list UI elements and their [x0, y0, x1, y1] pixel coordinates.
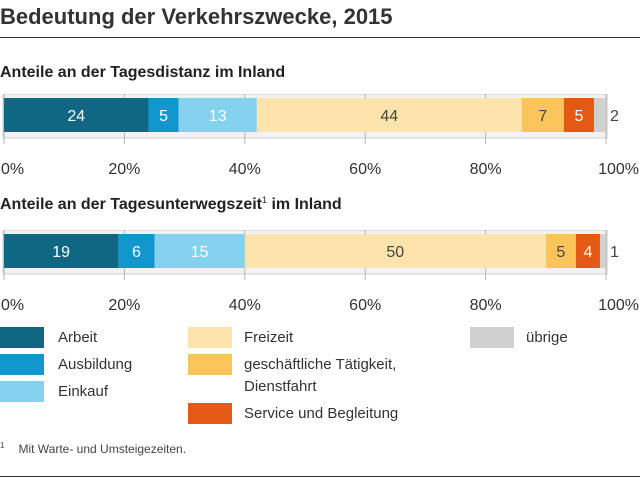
chart2-bar-uebrige: [599, 234, 606, 268]
chart2-label-einkauf: 15: [191, 244, 209, 261]
chart1-label-service-und-begleitung: 5: [574, 108, 583, 125]
chart1-distance: 24 5 13 44 7 5 20% 20% 40% 60% 80% 100%: [1, 94, 639, 178]
legend-swatch-ausbildung: [0, 354, 44, 375]
chart2-label-arbeit: 19: [52, 244, 70, 261]
chart1-bar-geschaeftliche-taetigkeit-dienstfahrt: [521, 98, 564, 132]
chart1-bar-arbeit: [4, 98, 149, 132]
chart1-label-arbeit: 24: [67, 108, 85, 125]
chart2-subtitle: Anteile an der Tagesunterwegszeit1 im In…: [0, 195, 342, 214]
legend-label-freizeit: Freizeit: [244, 329, 294, 346]
chart2-bar-freizeit: [244, 234, 546, 268]
chart2-tick-label: 20%: [108, 297, 140, 314]
chart2-bar-einkauf: [154, 234, 245, 268]
chart1-tick-label: 40%: [229, 161, 261, 178]
legend-label-service: Service und Begleitung: [244, 405, 399, 422]
chart1-tick-label: 100%: [598, 161, 639, 178]
legend-swatch-service: [188, 403, 232, 424]
bottom-rule: [0, 476, 640, 477]
chart2-label-ausbildung: 6: [132, 244, 141, 261]
chart1-label-uebrige: 2: [610, 108, 619, 125]
chart2-tick-label: 40%: [229, 297, 261, 314]
chart1-label-einkauf: 13: [209, 108, 227, 125]
chart1-bar-uebrige: [593, 98, 606, 132]
chart2-subtitle-tail: im Inland: [267, 196, 342, 213]
chart2-label-geschaeftliche-taetigkeit-dienstfahrt: 5: [556, 244, 565, 261]
footnote: 1 Mit Warte- und Umsteigezeiten.: [0, 441, 187, 456]
chart2-travel-time: 19 6 15 50 5 4 1 0% 20% 40% 60% 80% 100%: [1, 230, 639, 314]
legend-label-geschaeftlich-2: Dienstfahrt: [244, 378, 317, 395]
chart1-bar-service-und-begleitung: [563, 98, 594, 132]
chart2-tick-label: 100%: [598, 297, 639, 314]
chart1-bar-einkauf: [178, 98, 257, 132]
chart2-subtitle-main: Anteile an der Tagesunterwegszeit: [0, 196, 262, 213]
legend-swatch-arbeit: [0, 327, 44, 348]
chart1-tick-label: 60%: [349, 161, 381, 178]
legend-swatch-einkauf: [0, 381, 44, 402]
chart1-subtitle: Anteile an der Tagesdistanz im Inland: [0, 64, 286, 81]
chart1-tick-label: 20%: [108, 161, 140, 178]
legend-label-ausbildung: Ausbildung: [58, 356, 133, 373]
chart2-subtitle-footnote-mark: 1: [262, 195, 268, 205]
chart2-bar-arbeit: [4, 234, 119, 268]
chart2-bar-service-und-begleitung: [575, 234, 600, 268]
legend-swatch-uebrige: [470, 327, 514, 348]
chart1-tick-label: 80%: [470, 161, 502, 178]
chart2-tick-label: 0%: [1, 297, 24, 314]
chart2-label-freizeit: 50: [386, 244, 404, 261]
chart1-label-geschaeftliche-taetigkeit-dienstfahrt: 7: [538, 108, 547, 125]
chart2-label-service-und-begleitung: 4: [583, 244, 592, 261]
chart1-label-freizeit: 44: [380, 108, 398, 125]
chart1-tick-label: 0%: [1, 161, 24, 178]
chart2-label-uebrige: 1: [610, 244, 619, 261]
chart1-bar-ausbildung: [148, 98, 179, 132]
legend-label-uebrige: übrige: [526, 329, 568, 346]
footnote-text: Mit Warte- und Umsteigezeiten.: [18, 442, 187, 456]
page-title: Bedeutung der Verkehrszwecke, 2015: [0, 4, 393, 29]
legend-label-arbeit: Arbeit: [58, 329, 98, 346]
chart2-tick-label: 80%: [470, 297, 502, 314]
legend: Arbeit Ausbildung Einkauf Freizeit gesch…: [0, 322, 640, 432]
chart2-bar-ausbildung: [118, 234, 155, 268]
top-rule: [0, 37, 640, 38]
legend-swatch-geschaeftlich: [188, 354, 232, 375]
chart1-label-ausbildung: 5: [159, 108, 168, 125]
chart1-bar-freizeit: [256, 98, 522, 132]
legend-swatch-freizeit: [188, 327, 232, 348]
chart2-tick-label: 60%: [349, 297, 381, 314]
footnote-mark: 1: [0, 441, 5, 450]
chart2-bar-geschaeftliche-taetigkeit-dienstfahrt: [545, 234, 576, 268]
legend-label-einkauf: Einkauf: [58, 383, 109, 400]
legend-label-geschaeftlich-1: geschäftliche Tätigkeit,: [244, 356, 397, 373]
